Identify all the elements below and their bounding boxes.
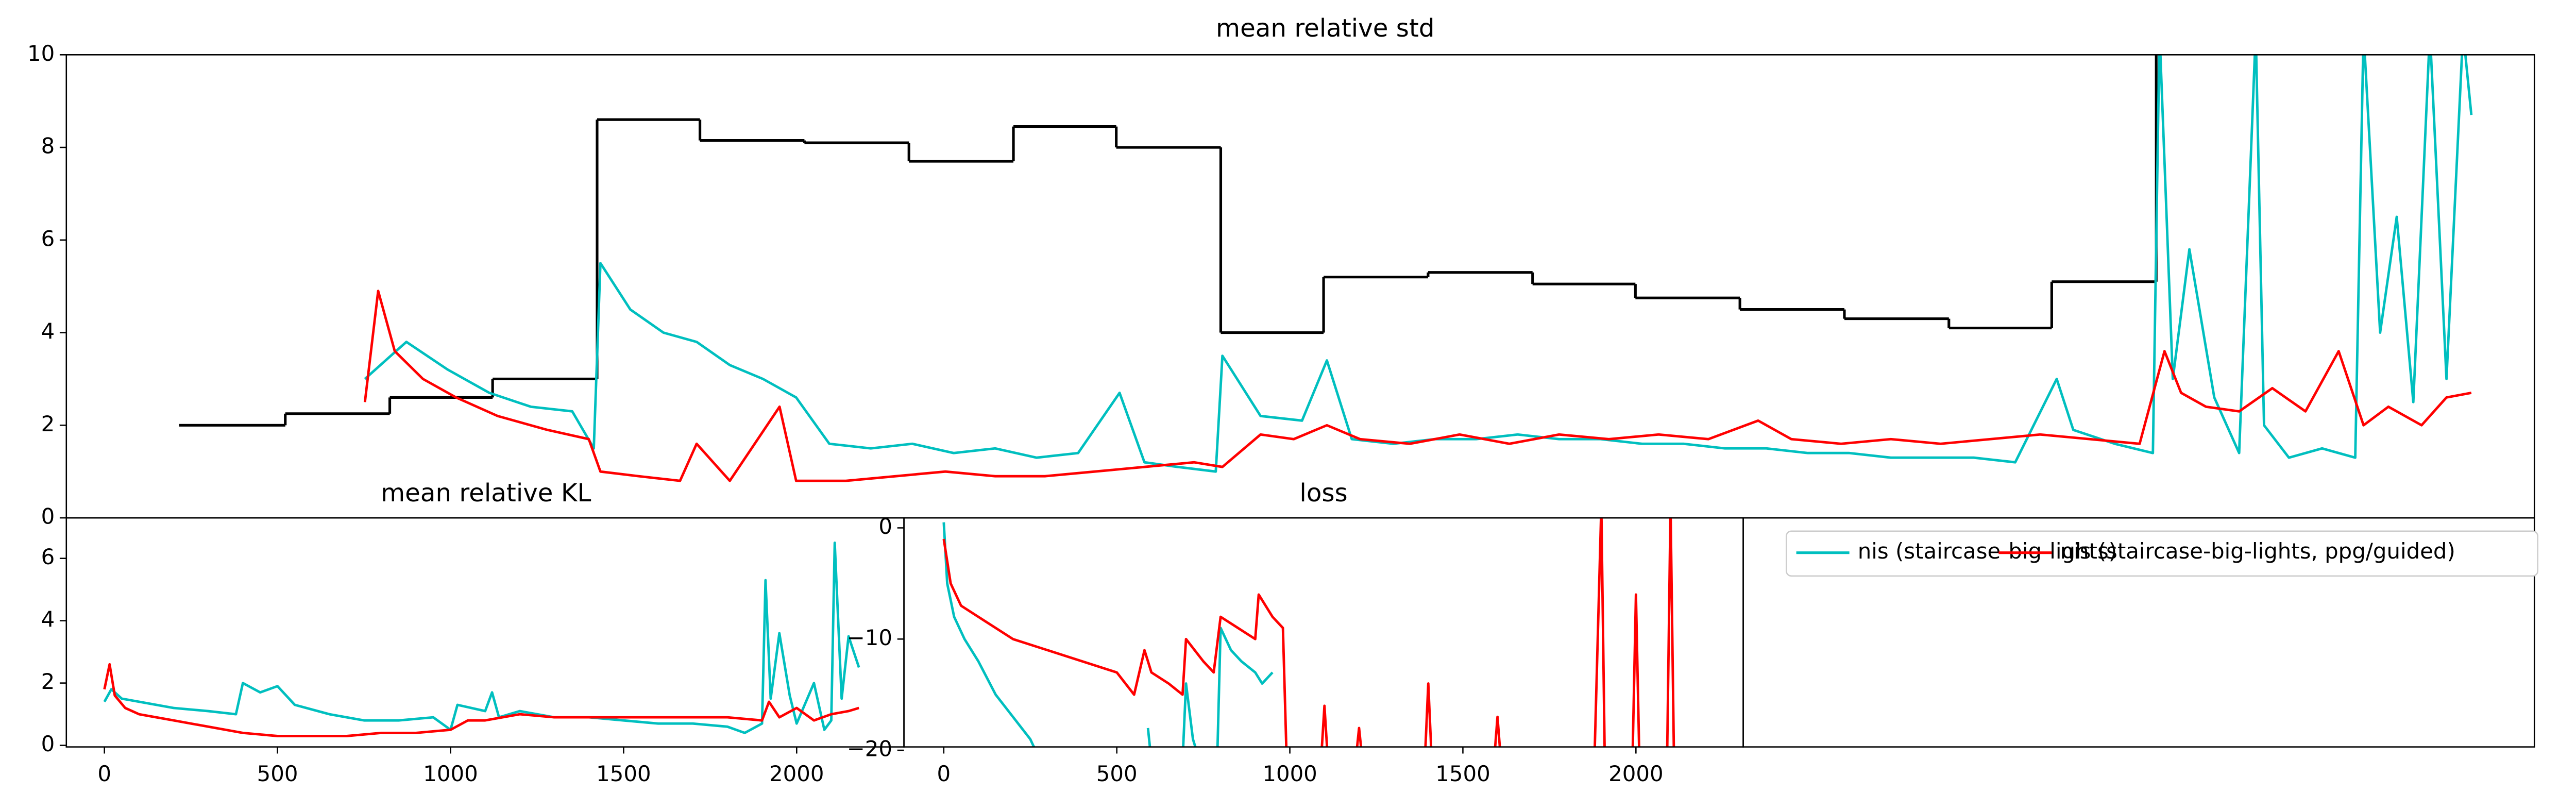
legend-label: nis (staircase-big-lights) [1858, 538, 2117, 564]
y-tick-label: 4 [41, 318, 55, 344]
plot-area [942, 518, 1675, 747]
plot-area [179, 55, 2473, 482]
axes-frame [65, 517, 905, 748]
y-tick-label: 0 [41, 731, 55, 756]
legend-box [1785, 530, 2538, 577]
series-line [363, 290, 2472, 482]
chart-title: mean relative KL [381, 479, 591, 508]
axes-frame [903, 517, 1744, 748]
x-tick-label: 1500 [1435, 761, 1490, 786]
y-tick-label: 0 [41, 504, 55, 529]
y-tick-label: 4 [41, 606, 55, 632]
x-tick-label: 1000 [1262, 761, 1317, 786]
x-tick-label: 500 [257, 761, 298, 786]
x-tick-label: 2000 [1608, 761, 1663, 786]
x-tick-label: 500 [1096, 761, 1138, 786]
chart-title: mean relative std [1216, 14, 1434, 43]
y-tick-label: 6 [41, 226, 55, 251]
y-tick-label: 8 [41, 133, 55, 159]
series-line [103, 663, 859, 737]
y-tick-label: 2 [41, 411, 55, 436]
y-tick-label: 6 [41, 544, 55, 569]
x-tick-label: 0 [97, 761, 111, 786]
y-tick-label: 10 [27, 41, 55, 66]
y-tick-label: 2 [41, 669, 55, 694]
y-tick-label: −20 [847, 736, 892, 762]
x-tick-label: 1500 [596, 761, 651, 786]
chart-title: loss [1299, 479, 1347, 508]
y-tick-label: −10 [847, 625, 892, 650]
x-tick-label: 0 [937, 761, 951, 786]
series-line [364, 55, 2473, 473]
series-line [103, 542, 860, 734]
y-tick-label: 0 [878, 514, 892, 539]
legend-label: nis (staircase-big-lights, ppg/guided) [2060, 538, 2455, 564]
x-tick-label: 1000 [423, 761, 478, 786]
x-tick-label: 2000 [769, 761, 824, 786]
plot-area [103, 542, 860, 737]
series-line [942, 522, 1274, 747]
series-line [942, 518, 1675, 747]
